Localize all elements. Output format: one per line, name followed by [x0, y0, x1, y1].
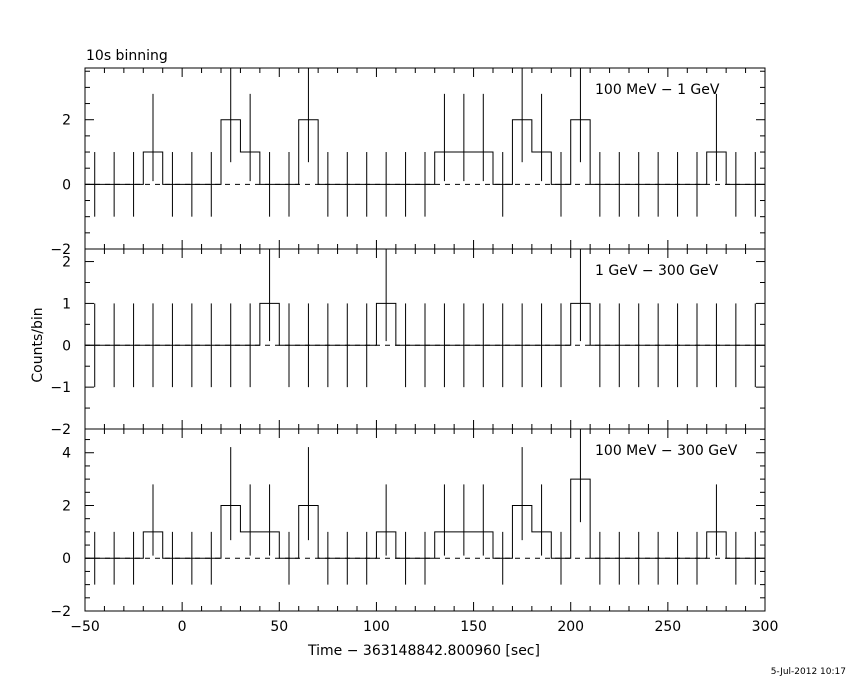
- y-tick-label: 0: [62, 177, 71, 193]
- y-tick-label: −1: [50, 380, 71, 396]
- y-tick-label: 1: [62, 296, 71, 312]
- histogram-series: [85, 119, 765, 185]
- chart-title: 10s binning: [86, 48, 168, 64]
- y-tick-label: 2: [62, 113, 71, 129]
- x-tick-label: 0: [178, 619, 187, 635]
- panels-layer: −2 0 2 100 MeV − 1 GeV −2 −1 0 1 2 1 GeV − 300 Ge…: [50, 67, 779, 635]
- histogram-series: [85, 302, 765, 346]
- plot-frame: [84, 428, 766, 612]
- panel-label: 1 GeV − 300 GeV: [595, 263, 719, 279]
- y-tick-label: 0: [62, 551, 71, 567]
- y-tick-label: −2: [50, 604, 71, 620]
- panel-label: 100 MeV − 300 GeV: [595, 443, 738, 459]
- panel-1: −2 0 2 100 MeV − 1 GeV: [50, 67, 766, 258]
- x-tick-label: 200: [557, 619, 584, 635]
- y-tick-label: 0: [62, 338, 71, 354]
- x-axis-label: Time − 363148842.800960 [sec]: [307, 643, 540, 659]
- y-tick-label: 4: [62, 446, 71, 462]
- panel-2: −2 −1 0 1 2 1 GeV − 300 GeV: [50, 248, 766, 438]
- histogram-series: [85, 478, 765, 559]
- x-tick-label: 250: [654, 619, 681, 635]
- y-axis-label: Counts/bin: [30, 307, 46, 382]
- panel-3: −2 0 2 4 100 MeV − 300 GeV: [50, 428, 766, 620]
- x-tick-label: 100: [363, 619, 390, 635]
- timestamp: 5-Jul-2012 10:17: [771, 667, 846, 677]
- x-tick-label: −50: [70, 619, 100, 635]
- x-tick-label: 50: [270, 619, 288, 635]
- x-tick-label: 150: [460, 619, 487, 635]
- y-tick-label: −2: [50, 242, 71, 258]
- panel-label: 100 MeV − 1 GeV: [595, 82, 720, 98]
- y-tick-label: 2: [62, 498, 71, 514]
- y-tick-label: 2: [62, 255, 71, 271]
- y-tick-label: −2: [50, 422, 71, 438]
- x-tick-label: 300: [752, 619, 779, 635]
